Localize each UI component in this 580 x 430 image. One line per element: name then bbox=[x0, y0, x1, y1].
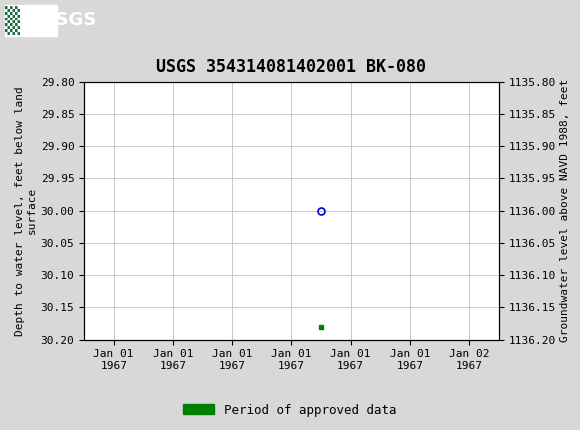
Legend: Period of approved data: Period of approved data bbox=[178, 399, 402, 421]
Title: USGS 354314081402001 BK-080: USGS 354314081402001 BK-080 bbox=[157, 58, 426, 76]
Text: ▒: ▒ bbox=[5, 6, 20, 35]
Text: USGS: USGS bbox=[42, 12, 97, 29]
Y-axis label: Groundwater level above NAVD 1988, feet: Groundwater level above NAVD 1988, feet bbox=[560, 79, 570, 342]
Bar bbox=[5, 5, 57, 36]
Y-axis label: Depth to water level, feet below land
surface: Depth to water level, feet below land su… bbox=[15, 86, 37, 335]
